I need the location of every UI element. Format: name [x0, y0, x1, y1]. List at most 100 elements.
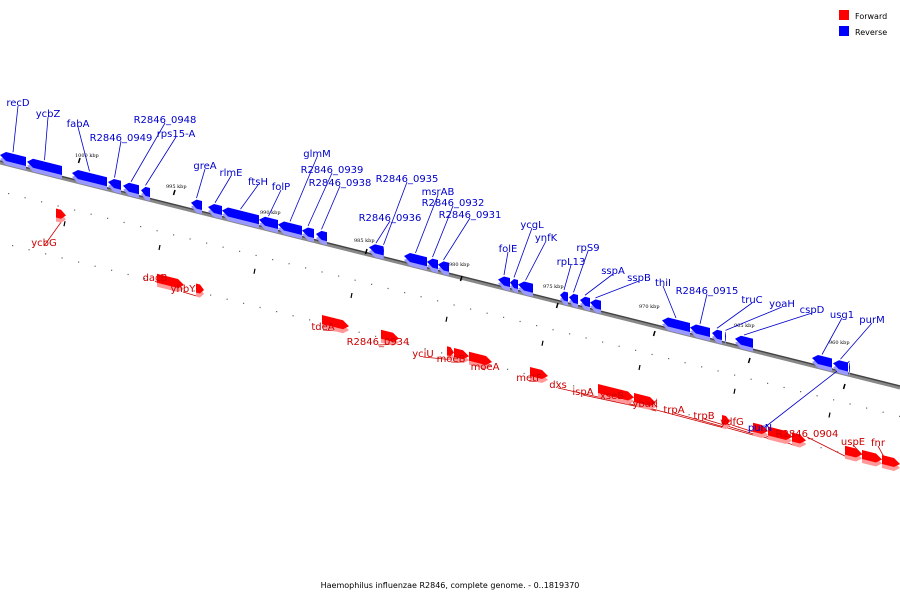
R2846_0915-label[interactable]: R2846_0915: [676, 286, 739, 297]
glmM-label[interactable]: glmM: [303, 149, 331, 160]
trpA-label[interactable]: trpA: [663, 405, 684, 416]
dacB-label[interactable]: dacB: [143, 273, 168, 284]
rpL13-label[interactable]: rpL13: [557, 257, 586, 268]
R2846_0936-gene-arrow[interactable]: [369, 244, 383, 260]
tdeA-label[interactable]: tdeA: [311, 322, 334, 333]
recD-gene-arrow[interactable]: [0, 152, 26, 170]
cspD-label[interactable]: cspD: [800, 305, 825, 316]
ycgL-gene-arrow[interactable]: [510, 279, 518, 293]
sspB-gene-arrow[interactable]: [590, 299, 601, 314]
truC-label[interactable]: truC: [741, 295, 762, 306]
R2846_0949-label[interactable]: R2846_0949: [90, 133, 153, 144]
fnr-gene-arrow[interactable]: [882, 455, 900, 471]
ybaK-label[interactable]: ybaK: [633, 399, 658, 410]
uspE-label[interactable]: uspE: [841, 437, 865, 448]
R2846_0938-gene-arrow[interactable]: [316, 230, 327, 246]
moeA-label[interactable]: moeA: [471, 362, 500, 373]
sspA-gene-arrow[interactable]: [580, 296, 590, 311]
trpB-gene-arrow[interactable]: [768, 426, 792, 445]
rps15-A-label[interactable]: rps15-A: [157, 129, 196, 140]
ynfK-gene-arrow[interactable]: [518, 281, 533, 297]
truC-gene-arrow[interactable]: [712, 329, 722, 344]
purM-label[interactable]: purM: [859, 315, 884, 326]
folP-gene-arrow[interactable]: [259, 216, 278, 233]
R2846_0904-label[interactable]: R2846_0904: [776, 429, 839, 440]
yoaH-gene-arrow[interactable]: [725, 331, 726, 345]
recD-label[interactable]: recD: [6, 98, 30, 109]
ispA-gene-arrow[interactable]: [634, 393, 656, 410]
ybaK-gene-arrow[interactable]: [722, 415, 730, 429]
yhbY-label[interactable]: yhbY: [171, 284, 197, 295]
usg1-label[interactable]: usg1: [830, 310, 854, 321]
moeB-label[interactable]: moeB: [437, 354, 466, 365]
R2846_0948-label[interactable]: R2846_0948: [134, 115, 197, 126]
yhbY-gene-arrow[interactable]: [196, 283, 204, 298]
rpL13-gene-arrow[interactable]: [560, 291, 568, 306]
thiI-label[interactable]: thiI: [655, 278, 671, 289]
metF-label[interactable]: metF: [516, 373, 542, 384]
trpA-gene-arrow[interactable]: [753, 422, 768, 438]
msrAB-gene-arrow[interactable]: [404, 253, 427, 271]
ycbG-label[interactable]: ycbG: [31, 238, 57, 249]
yciU-label[interactable]: yciU: [412, 349, 434, 360]
purM-gene-arrow[interactable]: [833, 360, 848, 376]
tdeA-gene-arrow[interactable]: [322, 315, 349, 334]
R2846_0904-gene-arrow[interactable]: [845, 445, 862, 462]
folE-label[interactable]: folE: [499, 244, 518, 255]
R2846_0934-gene-arrow[interactable]: [381, 329, 399, 346]
ftsH-label[interactable]: ftsH: [248, 177, 268, 188]
R2846_0932-label[interactable]: R2846_0932: [422, 198, 485, 209]
glmM-gene-arrow[interactable]: [278, 221, 302, 240]
ycbZ-label[interactable]: ycbZ: [36, 109, 61, 120]
metF-gene-arrow[interactable]: [530, 367, 548, 383]
ynfK-label[interactable]: ynfK: [535, 233, 558, 244]
R2846_0948-gene-arrow[interactable]: [123, 182, 139, 199]
R2846_0915-gene-arrow[interactable]: [690, 324, 710, 342]
thiI-gene-arrow[interactable]: [662, 317, 690, 337]
rpS9-label[interactable]: rpS9: [576, 243, 599, 254]
moeB-gene-arrow[interactable]: [454, 348, 469, 364]
R2846_0931-gene-arrow[interactable]: [438, 261, 449, 276]
R2846_0934-label[interactable]: R2846_0934: [347, 337, 410, 348]
rpS9-gene-arrow[interactable]: [569, 293, 578, 308]
R2846_0936-label[interactable]: R2846_0936: [359, 213, 422, 224]
ydfG-gene-arrow[interactable]: [792, 432, 806, 448]
ftsH-gene-arrow[interactable]: [222, 207, 259, 229]
yoaH-label[interactable]: yoaH: [769, 299, 795, 310]
dxs-gene-arrow[interactable]: [598, 384, 634, 405]
yciU-gene-arrow[interactable]: [447, 346, 454, 361]
xseB-gene-arrow[interactable]: [656, 398, 657, 412]
R2846_0931-label[interactable]: R2846_0931: [439, 210, 502, 221]
greA-label[interactable]: greA: [193, 161, 216, 172]
ispA-label[interactable]: ispA: [572, 387, 593, 398]
usg1-gene-arrow[interactable]: [812, 355, 832, 372]
ycbZ-gene-arrow[interactable]: [27, 158, 62, 179]
greA-gene-arrow[interactable]: [191, 199, 202, 214]
ycbG-gene-arrow[interactable]: [56, 208, 66, 223]
moeA-gene-arrow[interactable]: [469, 351, 492, 369]
folP-label[interactable]: folP: [272, 182, 290, 193]
R2846_0932-gene-arrow[interactable]: [427, 258, 438, 273]
R2846_0935-label[interactable]: R2846_0935: [376, 174, 439, 185]
fabA-gene-arrow[interactable]: [72, 170, 107, 191]
R2846_0938-label[interactable]: R2846_0938: [309, 178, 372, 189]
R2846_0935-gene-arrow[interactable]: [383, 246, 384, 260]
trpB-label[interactable]: trpB: [693, 411, 714, 422]
ycgL-label[interactable]: ycgL: [520, 220, 544, 231]
msrAB-label[interactable]: msrAB: [422, 187, 455, 198]
cspD-gene-arrow[interactable]: [735, 335, 753, 352]
fabA-label[interactable]: fabA: [67, 119, 90, 130]
sspA-label[interactable]: sspA: [601, 266, 625, 277]
rps15-A-gene-arrow[interactable]: [141, 186, 150, 201]
R2846_0949-gene-arrow[interactable]: [108, 179, 121, 194]
ydfG-label[interactable]: ydfG: [720, 417, 744, 428]
uspE-gene-arrow[interactable]: [862, 450, 882, 467]
dxs-label[interactable]: dxs: [549, 380, 566, 391]
folE-gene-arrow[interactable]: [498, 276, 510, 292]
sspB-label[interactable]: sspB: [627, 273, 651, 284]
rlmE-label[interactable]: rlmE: [220, 168, 243, 179]
R2846_0939-label[interactable]: R2846_0939: [301, 165, 364, 176]
fnr-label[interactable]: fnr: [871, 438, 886, 449]
purN-label[interactable]: purN: [748, 423, 772, 434]
R2846_0939-gene-arrow[interactable]: [302, 227, 314, 243]
